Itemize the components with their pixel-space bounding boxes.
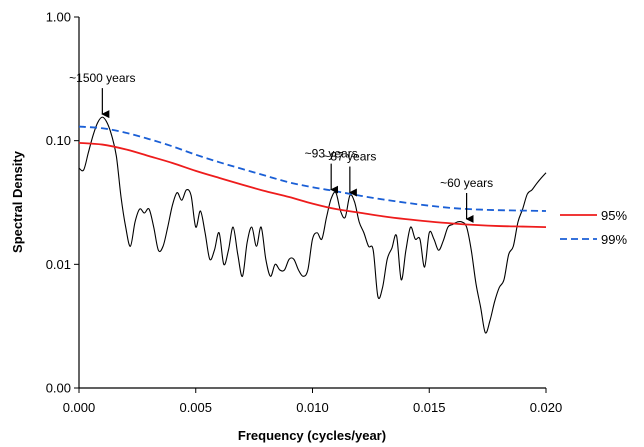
legend: 95% 99% [560, 208, 627, 247]
x-tick-label: 0.020 [530, 400, 563, 415]
y-tick-label: 0.10 [46, 133, 71, 148]
annotation-label: ~87 years [323, 150, 376, 164]
y-tick-label: 1.00 [46, 10, 71, 25]
peak-annotation: ~1500 years [69, 71, 136, 119]
confidence-99-line [78, 125, 547, 212]
x-tick-label: 0.015 [413, 400, 446, 415]
x-tick-label: 0.000 [63, 400, 96, 415]
peak-annotation: ~60 years [440, 176, 493, 223]
ticks: 0.000 0.005 0.010 0.015 0.020 0.00 0.01 0.10 1.0… [46, 10, 563, 416]
peak-annotation: ~87 years [323, 150, 376, 197]
y-axis-title: Spectral Density [10, 150, 25, 253]
spectrum-line [78, 116, 547, 334]
annotation-label: ~1500 years [69, 71, 135, 85]
legend-item: 95% [560, 208, 627, 223]
annotation-label: ~60 years [440, 176, 493, 190]
x-axis-title: Frequency (cycles/year) [238, 428, 386, 443]
legend-item: 99% [560, 232, 627, 247]
legend-label: 95% [601, 208, 627, 223]
axes [78, 17, 546, 389]
x-tick-label: 0.010 [296, 400, 329, 415]
y-tick-label: 0.00 [46, 381, 71, 396]
series-layer [78, 116, 547, 334]
x-tick-label: 0.005 [179, 400, 212, 415]
legend-label: 99% [601, 232, 627, 247]
peak-annotation: ~93 years [305, 147, 358, 194]
annotation-label: ~93 years [305, 147, 358, 161]
confidence-95-line [78, 141, 547, 229]
y-tick-label: 0.01 [46, 257, 71, 272]
annotation-layer: ~1500 years ~93 years~87 years ~60 years [69, 71, 493, 223]
